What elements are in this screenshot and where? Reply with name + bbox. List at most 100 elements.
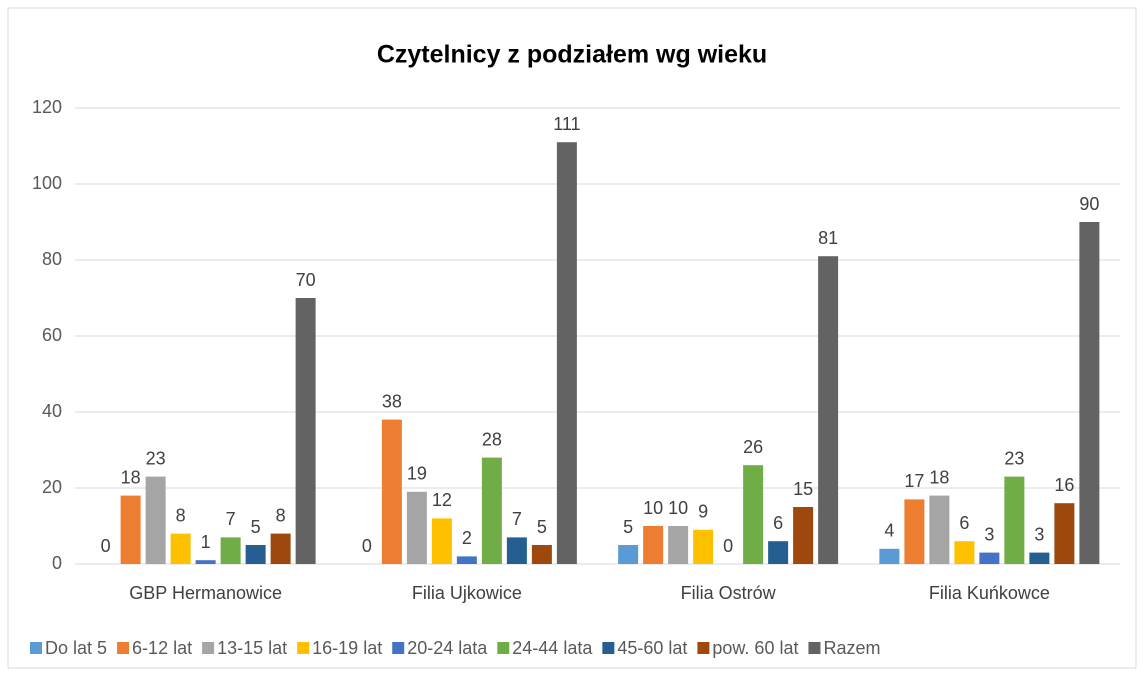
data-label: 26 xyxy=(743,437,763,457)
bar xyxy=(818,256,839,564)
bar xyxy=(1079,222,1100,564)
data-label: 17 xyxy=(904,471,924,491)
y-tick-label: 0 xyxy=(52,553,62,573)
legend-label: 13-15 lat xyxy=(217,638,287,658)
bar xyxy=(979,552,1000,564)
bar xyxy=(768,541,789,564)
data-label: 81 xyxy=(818,228,838,248)
bar xyxy=(481,457,502,564)
legend-label: 6-12 lat xyxy=(132,638,192,658)
y-tick-label: 120 xyxy=(32,97,62,117)
legend-label: 45-60 lat xyxy=(617,638,687,658)
bar xyxy=(1054,503,1075,564)
bar xyxy=(170,533,191,564)
data-label: 23 xyxy=(1004,448,1024,468)
bar xyxy=(431,518,452,564)
bar xyxy=(668,526,689,564)
legend-swatch xyxy=(30,642,42,654)
bar xyxy=(381,419,402,564)
data-label: 1 xyxy=(201,532,211,552)
data-label: 5 xyxy=(623,517,633,537)
bar xyxy=(1004,476,1025,564)
x-tick-label: Filia Kuńkowce xyxy=(929,583,1050,603)
bar xyxy=(531,545,552,564)
data-label: 70 xyxy=(296,270,316,290)
bar xyxy=(643,526,664,564)
data-label: 0 xyxy=(723,536,733,556)
data-label: 28 xyxy=(482,429,502,449)
bar xyxy=(793,507,814,564)
legend-swatch xyxy=(497,642,510,654)
bar xyxy=(270,533,291,564)
data-label: 9 xyxy=(698,502,708,522)
legend-label: 16-19 lat xyxy=(312,638,382,658)
data-label: 90 xyxy=(1079,194,1099,214)
data-label: 7 xyxy=(226,509,236,529)
bar xyxy=(929,495,950,564)
bar xyxy=(556,142,577,564)
data-label: 0 xyxy=(101,536,111,556)
y-tick-label: 20 xyxy=(42,477,62,497)
y-tick-label: 40 xyxy=(42,401,62,421)
bar xyxy=(954,541,975,564)
data-label: 5 xyxy=(537,517,547,537)
data-label: 6 xyxy=(959,513,969,533)
chart-title: Czytelnicy z podziałem wg wieku xyxy=(377,41,767,69)
bar xyxy=(456,556,477,564)
data-label: 3 xyxy=(1034,524,1044,544)
data-label: 0 xyxy=(362,536,372,556)
data-label: 10 xyxy=(668,498,688,518)
legend-swatch xyxy=(202,642,215,654)
data-label: 18 xyxy=(121,467,141,487)
y-tick-label: 100 xyxy=(32,173,62,193)
bar xyxy=(245,545,266,564)
data-label: 12 xyxy=(432,490,452,510)
bar xyxy=(904,499,925,564)
data-label: 10 xyxy=(643,498,663,518)
data-label: 2 xyxy=(462,528,472,548)
y-tick-label: 60 xyxy=(42,325,62,345)
bar xyxy=(145,476,166,564)
data-label: 8 xyxy=(276,505,286,525)
bar xyxy=(1029,552,1050,564)
data-label: 3 xyxy=(984,524,994,544)
legend-swatch xyxy=(602,642,615,654)
bar xyxy=(506,537,527,564)
x-tick-label: Filia Ujkowice xyxy=(412,583,522,603)
x-tick-label: Filia Ostrów xyxy=(681,583,777,603)
x-tick-label: GBP Hermanowice xyxy=(129,583,282,603)
data-label: 5 xyxy=(251,517,261,537)
bar xyxy=(618,545,639,564)
data-label: 111 xyxy=(553,114,580,134)
bar xyxy=(195,560,216,564)
data-label: 16 xyxy=(1054,475,1074,495)
legend-swatch xyxy=(697,642,710,654)
data-label: 7 xyxy=(512,509,522,529)
data-label: 19 xyxy=(407,464,427,484)
data-label: 4 xyxy=(884,521,894,541)
data-label: 38 xyxy=(382,391,402,411)
legend-swatch xyxy=(297,642,310,654)
legend-label: 24-44 lata xyxy=(512,638,593,658)
bar xyxy=(120,495,141,564)
bar xyxy=(693,529,714,564)
legend-label: 20-24 lata xyxy=(407,638,488,658)
data-label: 15 xyxy=(793,479,813,499)
legend-swatch xyxy=(117,642,130,654)
legend-label: Do lat 5 xyxy=(45,638,107,658)
data-label: 18 xyxy=(929,467,949,487)
data-label: 8 xyxy=(176,505,186,525)
legend-swatch xyxy=(808,642,821,654)
bar xyxy=(220,537,241,564)
legend-swatch xyxy=(392,642,405,654)
data-label: 23 xyxy=(146,448,166,468)
y-tick-label: 80 xyxy=(42,249,62,269)
bar xyxy=(743,465,764,564)
bar xyxy=(879,548,900,564)
bar xyxy=(406,491,427,564)
legend-label: Razem xyxy=(823,638,880,658)
legend-label: pow. 60 lat xyxy=(712,638,798,658)
data-label: 6 xyxy=(773,513,783,533)
bar xyxy=(295,298,316,564)
